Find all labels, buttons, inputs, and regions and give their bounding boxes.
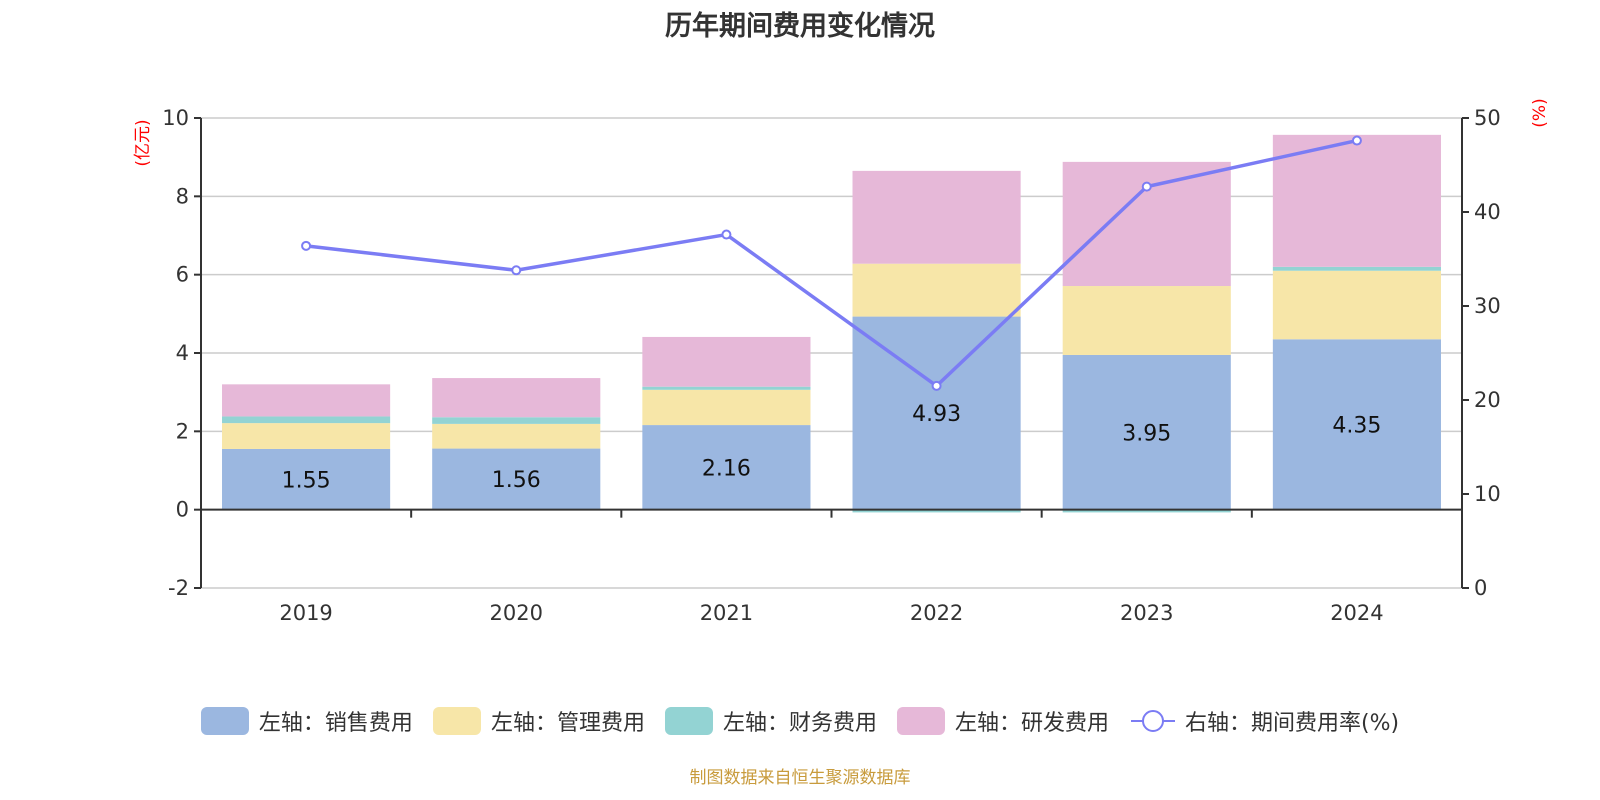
- legend-label: 左轴：财务费用: [722, 711, 877, 736]
- legend-swatch-admin: [432, 707, 481, 735]
- bar-sales-2024: [1272, 339, 1441, 510]
- legend-item-admin[interactable]: 左轴：管理费用: [432, 705, 645, 737]
- left-axis-tick-label: 6: [176, 263, 189, 287]
- legend: 左轴：销售费用 左轴：管理费用 左轴：财务费用 左轴：研发费用 右轴：期间费用率(%): [0, 705, 1600, 737]
- right-axis-tick-label: 50: [1474, 106, 1501, 130]
- source-note: 制图数据来自恒生聚源数据库: [689, 768, 911, 788]
- bar-sales-2020: [432, 448, 601, 510]
- right-axis-unit: (%): [1530, 98, 1550, 127]
- left-axis-tick-label: 4: [176, 341, 189, 365]
- bar-rnd-2024: [1272, 134, 1441, 267]
- bar-finance-2019: [222, 416, 391, 424]
- chart-plot: -2 0 2 4 6 8 10 0 10 20 30 40 50 2019 2020 2021 2022 2023…: [133, 98, 1550, 625]
- bar-admin-2020: [432, 423, 601, 449]
- legend-item-rnd[interactable]: 左轴：研发费用: [896, 705, 1109, 737]
- legend-swatch-finance: [664, 707, 713, 735]
- x-axis-label: 2021: [700, 601, 753, 625]
- legend-label: 左轴：销售费用: [258, 711, 413, 736]
- bar-admin-2022: [852, 263, 1021, 317]
- bar-sales-2019: [222, 448, 391, 510]
- legend-swatch-rnd: [896, 707, 945, 735]
- legend-swatch-sales: [200, 707, 249, 735]
- left-axis-tick-label: -2: [168, 576, 189, 600]
- x-axis-label: 2024: [1330, 601, 1383, 625]
- bar-sales-2023: [1062, 354, 1231, 510]
- bar-finance-2022: [852, 509, 1021, 513]
- x-axis-label: 2020: [490, 601, 543, 625]
- x-axis-label: 2019: [279, 601, 332, 625]
- bar-finance-2021: [642, 386, 811, 390]
- rate-point-2023: [1141, 181, 1152, 192]
- labels: 1.55 1.56 2.16 4.93 3.95 4.35: [282, 402, 1382, 493]
- bar-value-label: 4.35: [1332, 413, 1381, 438]
- rate-point-2024: [1351, 135, 1362, 146]
- bar-value-label: 4.93: [912, 402, 961, 427]
- bar-value-label: 2.16: [702, 456, 751, 481]
- bar-rnd-2019: [222, 384, 391, 417]
- rate-line-path: [305, 138, 1358, 388]
- bar-value-label: 3.95: [1122, 421, 1171, 446]
- legend-item-sales[interactable]: 左轴：销售费用: [200, 705, 413, 737]
- rate-point-2021: [721, 229, 732, 240]
- bar-value-label: 1.56: [492, 468, 541, 493]
- bar-sales-2022: [852, 316, 1021, 510]
- x-axis-label: 2023: [1120, 601, 1173, 625]
- bar-finance-2024: [1272, 266, 1441, 271]
- right-axis-tick-label: 30: [1474, 294, 1501, 318]
- left-axis-unit: (亿元): [133, 119, 153, 166]
- bar-rnd-2020: [432, 378, 601, 418]
- legend-label: 右轴：期间费用率(%): [1184, 711, 1400, 736]
- left-axis-tick-label: 10: [162, 106, 189, 130]
- bar-rnd-2022: [852, 170, 1021, 264]
- rate-point-2020: [511, 265, 522, 276]
- left-axis-tick-label: 8: [176, 184, 189, 208]
- legend-label: 左轴：研发费用: [954, 711, 1109, 736]
- legend-line-circle-icon: [1129, 707, 1177, 735]
- bar-admin-2021: [642, 389, 811, 426]
- gridlines: [201, 117, 1462, 589]
- bar-value-label: 1.55: [282, 468, 331, 493]
- axes: -2 0 2 4 6 8 10 0 10 20 30 40 50 2019 2020 2021 2022 2023…: [162, 106, 1500, 625]
- bar-admin-2023: [1062, 286, 1231, 355]
- rate-point-2022: [931, 380, 942, 391]
- legend-item-rate[interactable]: 右轴：期间费用率(%): [1129, 705, 1399, 737]
- bar-sales-2021: [642, 425, 811, 510]
- bar-admin-2024: [1272, 270, 1441, 340]
- x-axis-label: 2022: [910, 601, 963, 625]
- legend-label: 左轴：管理费用: [490, 711, 645, 736]
- bars: [222, 134, 1441, 513]
- right-axis-tick-label: 40: [1474, 200, 1501, 224]
- chart-title: 历年期间费用变化情况: [665, 11, 935, 42]
- right-axis-tick-label: 10: [1474, 482, 1501, 506]
- bar-admin-2019: [222, 423, 391, 449]
- right-axis-tick-label: 20: [1474, 388, 1501, 412]
- rate-point-2019: [301, 240, 312, 251]
- right-axis-tick-label: 0: [1474, 576, 1487, 600]
- bar-finance-2023: [1062, 509, 1231, 513]
- legend-item-finance[interactable]: 左轴：财务费用: [664, 705, 877, 737]
- bar-finance-2020: [432, 417, 601, 424]
- left-axis-tick-label: 2: [176, 419, 189, 443]
- rate-line: [301, 135, 1362, 391]
- bar-rnd-2021: [642, 336, 811, 387]
- bar-rnd-2023: [1062, 161, 1231, 287]
- left-axis-tick-label: 0: [176, 498, 189, 522]
